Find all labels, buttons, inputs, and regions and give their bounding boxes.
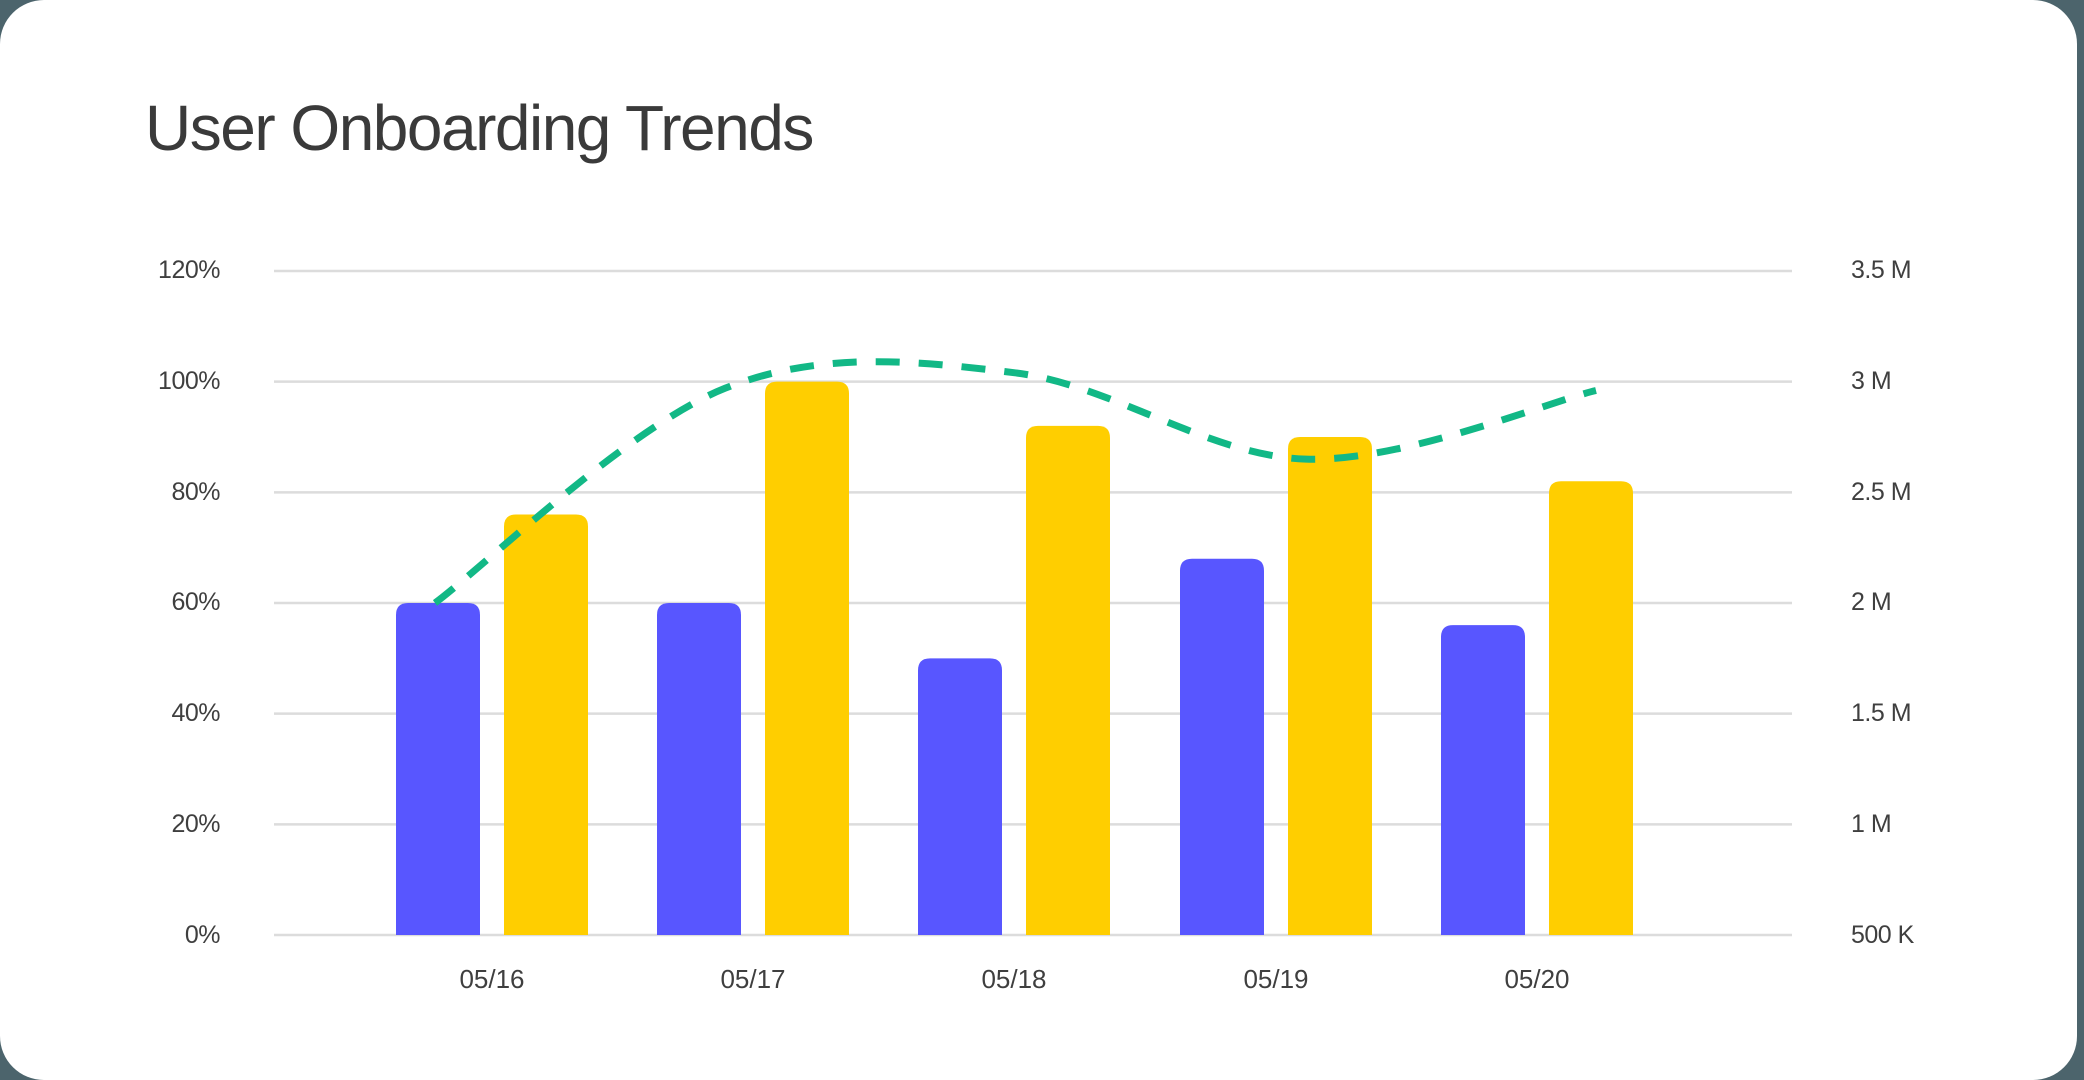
bar-series-a[interactable]	[918, 658, 1002, 935]
x-axis-label: 05/17	[720, 964, 786, 994]
bar-series-b[interactable]	[1288, 437, 1372, 935]
bar-series-a[interactable]	[396, 603, 480, 935]
bar-series-b[interactable]	[765, 381, 849, 936]
right-axis-label: 3.5 M	[1851, 256, 1912, 284]
bars	[396, 381, 1633, 936]
x-axis-label: 05/18	[981, 964, 1047, 994]
left-axis-label: 80%	[171, 478, 220, 506]
bar-series-a[interactable]	[657, 603, 741, 935]
left-axis-label: 120%	[158, 256, 220, 284]
bar-series-b[interactable]	[1549, 481, 1633, 935]
x-axis-label: 05/20	[1504, 964, 1570, 994]
left-axis-label: 60%	[171, 588, 220, 616]
chart-title: User Onboarding Trends	[145, 92, 814, 164]
left-axis-label: 100%	[158, 367, 220, 395]
right-axis-label: 1 M	[1851, 810, 1892, 838]
right-axis-label: 2.5 M	[1851, 478, 1912, 506]
bar-series-a[interactable]	[1441, 625, 1525, 935]
trend-line	[432, 358, 1597, 606]
left-axis-label: 20%	[171, 810, 220, 838]
left-axis-label: 40%	[171, 699, 220, 727]
right-axis-label: 1.5 M	[1851, 699, 1912, 727]
left-axis-label: 0%	[184, 921, 221, 949]
right-axis-label: 3 M	[1851, 367, 1892, 395]
bar-series-b[interactable]	[1026, 425, 1110, 935]
x-axis-label: 05/19	[1243, 964, 1309, 994]
right-axis-label: 500 K	[1851, 921, 1914, 949]
bar-series-a[interactable]	[1180, 558, 1264, 935]
x-axis-label: 05/16	[459, 964, 525, 994]
bar-series-b[interactable]	[504, 514, 588, 935]
right-axis-label: 2 M	[1851, 588, 1892, 616]
